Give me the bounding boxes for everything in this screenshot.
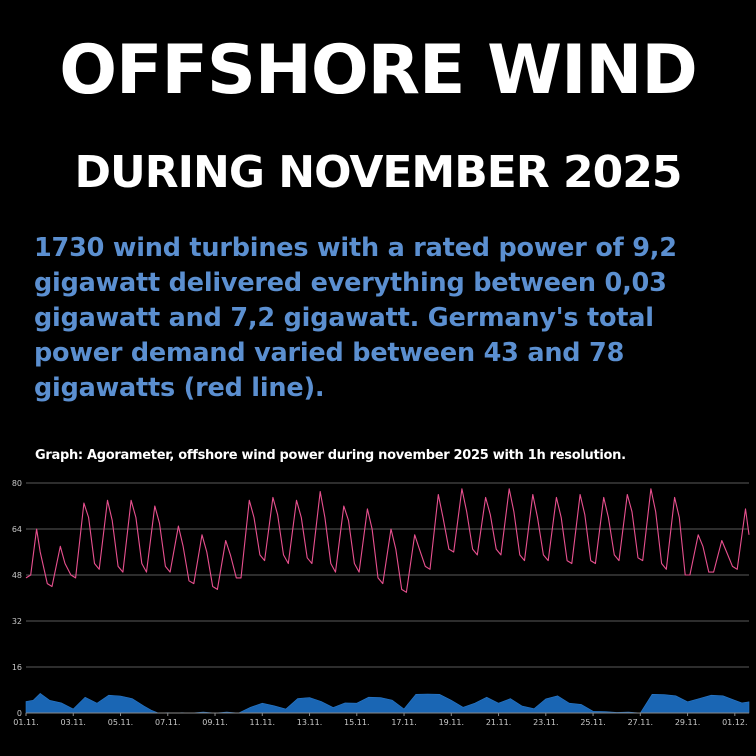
x-tick-label: 19.11. (439, 718, 464, 727)
y-tick-label: 0 (17, 709, 22, 718)
x-tick-label: 01.12. (722, 718, 747, 727)
x-tick-label: 29.11. (675, 718, 700, 727)
graph-caption: Graph: Agorameter, offshore wind power d… (35, 448, 626, 463)
x-tick-label: 27.11. (628, 718, 653, 727)
y-tick-label: 16 (12, 663, 22, 672)
x-tick-label: 03.11. (61, 718, 86, 727)
x-tick-label: 23.11. (533, 718, 558, 727)
x-tick-label: 21.11. (486, 718, 511, 727)
x-tick-label: 25.11. (580, 718, 605, 727)
x-tick-label: 05.11. (108, 718, 133, 727)
wind-power-area (25, 693, 750, 714)
x-tick-label: 09.11. (202, 718, 227, 727)
description-text: 1730 wind turbines with a rated power of… (34, 233, 677, 403)
x-tick-label: 07.11. (155, 718, 180, 727)
x-tick-label: 17.11. (391, 718, 416, 727)
y-tick-label: 80 (12, 479, 22, 488)
demand-line (25, 488, 750, 593)
y-tick-label: 32 (12, 617, 22, 626)
power-chart: 0 16 32 48 64 80 01.11. 03.11. 05.11. 07.11. 09.11… (12, 479, 750, 727)
y-tick-label: 48 (12, 571, 22, 580)
x-tick-label: 11.11. (250, 718, 275, 727)
x-tick-label: 13.11. (297, 718, 322, 727)
x-tick-label: 01.11. (13, 718, 38, 727)
title-line-1: OFFSHORE WIND (59, 31, 698, 110)
y-tick-label: 64 (12, 525, 22, 534)
x-tick-label: 15.11. (344, 718, 369, 727)
title-line-2: DURING NOVEMBER 2025 (74, 147, 683, 198)
